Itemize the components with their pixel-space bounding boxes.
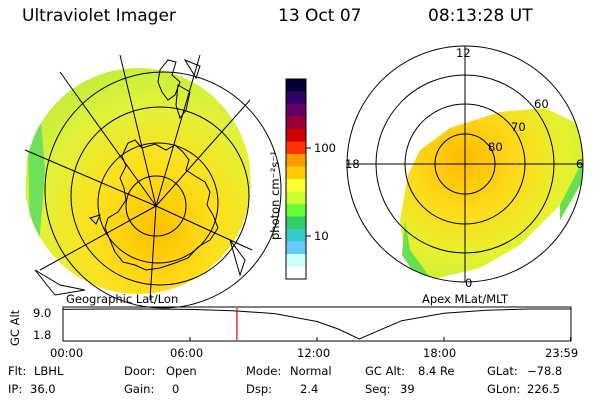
mlat-label-70: 70 xyxy=(511,120,526,134)
mlt-label-18: 18 xyxy=(345,157,360,171)
colorbar-cell xyxy=(286,141,306,155)
glon-value: 226.5 xyxy=(527,382,560,396)
colorbar-cell xyxy=(286,154,306,167)
right-map-green-rim xyxy=(402,160,583,282)
colorbar-cell xyxy=(286,229,306,242)
antarctica-coastline xyxy=(34,58,246,296)
xtick-0600: 06:00 xyxy=(170,346,204,360)
colorbar-cell xyxy=(286,166,306,180)
colorbar-tick-100: 100 xyxy=(314,141,336,155)
door-label: Door: xyxy=(124,364,156,378)
xtick-0000: 00:00 xyxy=(50,346,84,360)
colorbar xyxy=(285,78,311,280)
gain-label: Gain: xyxy=(124,382,155,396)
altitude-ylabel: GC Alt xyxy=(8,309,22,346)
mlt-label-0: 0 xyxy=(465,276,473,290)
flt-label: Flt: xyxy=(8,364,27,378)
colorbar-cell xyxy=(286,179,306,192)
colorbar-cell xyxy=(286,91,306,105)
gcalt-value: 8.4 Re xyxy=(418,364,455,378)
xtick-2359: 23:59 xyxy=(545,346,579,360)
mlt-label-6: 6 xyxy=(576,157,584,171)
mode-value: Normal xyxy=(290,364,332,378)
colorbar-cell xyxy=(286,79,306,92)
lat-circle-1 xyxy=(125,175,187,237)
lon-line-4 xyxy=(149,205,157,301)
dsp-label: Dsp: xyxy=(246,382,273,396)
colorbar-cell xyxy=(286,241,306,255)
lat-circle-3 xyxy=(70,106,250,286)
ip-label: IP: xyxy=(8,382,23,396)
lat-circle-2 xyxy=(97,142,219,264)
time-label: 08:13:28 UT xyxy=(428,6,533,26)
colorbar-tick-10: 10 xyxy=(314,229,329,243)
colorbar-cell xyxy=(286,254,306,267)
lon-line-1 xyxy=(119,54,157,207)
lon-line-2 xyxy=(155,99,251,207)
flt-value: LBHL xyxy=(34,364,64,378)
colorbar-cell xyxy=(286,204,306,217)
right-map-image xyxy=(400,108,583,280)
mlat-label-80: 80 xyxy=(488,140,503,154)
xtick-1800: 18:00 xyxy=(423,346,457,360)
mode-label: Mode: xyxy=(246,364,282,378)
left-map-caption: Geographic Lat/Lon xyxy=(66,292,179,306)
xtick-1200: 12:00 xyxy=(297,346,331,360)
lon-line-6 xyxy=(24,149,157,207)
seq-value: 39 xyxy=(400,382,415,396)
colorbar-cell xyxy=(286,104,306,117)
gain-value: 0 xyxy=(172,382,180,396)
colorbar-cell xyxy=(286,129,306,142)
seq-label: Seq: xyxy=(365,382,391,396)
colorbar-cell xyxy=(286,266,306,280)
door-value: Open xyxy=(166,364,197,378)
colorbar-cell xyxy=(286,191,306,205)
right-map-caption: Apex MLat/MLT xyxy=(422,292,509,306)
mlat-label-60: 60 xyxy=(534,97,549,111)
altitude-plot xyxy=(62,306,572,342)
colorbar-cell xyxy=(286,216,306,230)
colorbar-cell xyxy=(286,116,306,130)
lon-line-5 xyxy=(39,205,157,271)
gcalt-label: GC Alt: xyxy=(365,364,406,378)
mlt-label-12: 12 xyxy=(456,46,471,60)
date-label: 13 Oct 07 xyxy=(278,6,362,26)
colorbar-unit-label: photon cm⁻²s⁻¹ xyxy=(268,151,282,240)
glat-label: GLat: xyxy=(487,364,518,378)
instrument-title: Ultraviolet Imager xyxy=(22,6,176,26)
ip-value: 36.0 xyxy=(30,382,56,396)
orbit-altitude-curve xyxy=(62,308,571,340)
altitude-ytick-top: 9.0 xyxy=(33,306,52,320)
lon-line-8 xyxy=(155,54,201,207)
lon-line-7 xyxy=(59,71,157,207)
lon-line-3 xyxy=(155,205,253,251)
glon-label: GLon: xyxy=(487,382,521,396)
dsp-value: 2.4 xyxy=(300,382,319,396)
altitude-ytick-bottom: 1.8 xyxy=(33,328,52,342)
lat-circle-4 xyxy=(44,71,282,309)
glat-value: −78.8 xyxy=(527,364,563,378)
